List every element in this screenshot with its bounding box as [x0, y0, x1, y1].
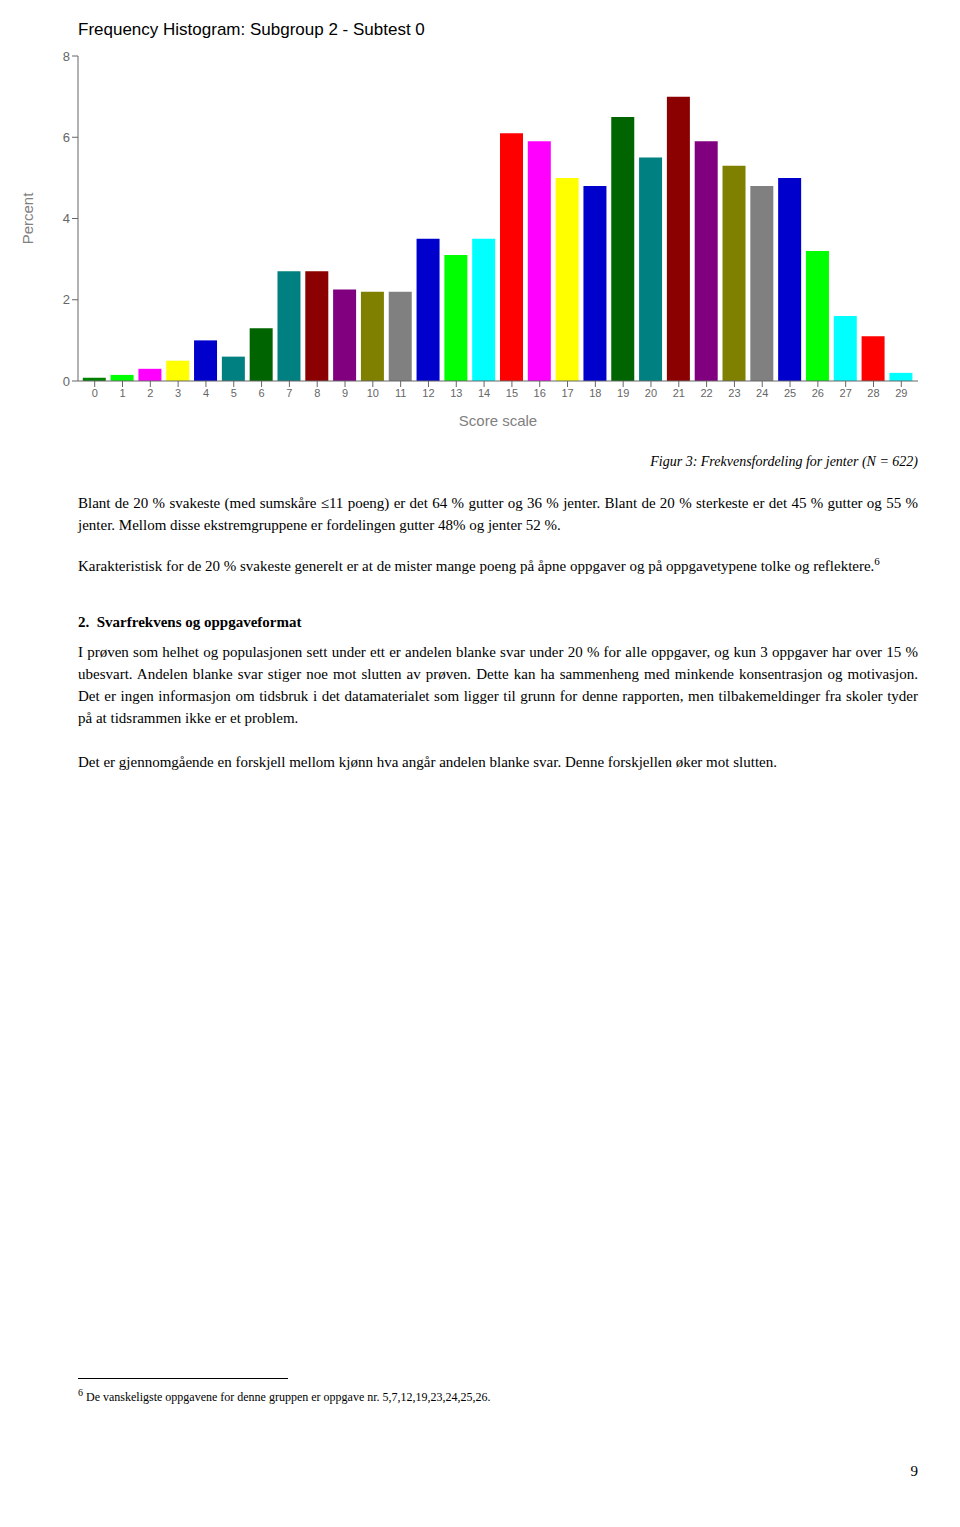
html-text:Figur 3: Frekvensfordeling for: Figur 3: Frekvensfordeling for jenter (N…: [650, 454, 918, 469]
svg-text:4: 4: [63, 211, 70, 226]
svg-text:14: 14: [478, 387, 490, 399]
svg-text:18: 18: [589, 387, 601, 399]
svg-text:28: 28: [867, 387, 879, 399]
svg-text:12: 12: [422, 387, 434, 399]
svg-text:21: 21: [673, 387, 685, 399]
svg-text:19: 19: [617, 387, 629, 399]
svg-text:5: 5: [231, 387, 237, 399]
svg-text:8: 8: [63, 49, 70, 64]
html-text:Frequency Histogram: Subgroup: Frequency Histogram: Subgroup 2 - Subtes…: [78, 20, 425, 39]
svg-text:11: 11: [395, 387, 406, 399]
svg-text:13: 13: [450, 387, 462, 399]
svg-text:0: 0: [92, 387, 98, 399]
html-text:Det er gjennomgående en forskj: Det er gjennomgående en forskjell mellom…: [78, 754, 777, 770]
svg-text:16: 16: [534, 387, 546, 399]
svg-text:Percent: Percent: [19, 192, 36, 245]
svg-text:20: 20: [645, 387, 657, 399]
svg-text:27: 27: [840, 387, 852, 399]
svg-text:0: 0: [63, 374, 70, 389]
svg-text:10: 10: [367, 387, 379, 399]
svg-text:25: 25: [784, 387, 796, 399]
svg-text:24: 24: [756, 387, 768, 399]
svg-text:22: 22: [700, 387, 712, 399]
html-text:2. Svarfrekvens og oppgaveform: 2. Svarfrekvens og oppgaveformat: [78, 614, 302, 630]
svg-text:8: 8: [314, 387, 320, 399]
svg-text:9: 9: [342, 387, 348, 399]
svg-text:15: 15: [506, 387, 518, 399]
svg-text:23: 23: [728, 387, 740, 399]
html-text:9: 9: [910, 1463, 918, 1479]
svg-text:29: 29: [895, 387, 907, 399]
svg-text:6: 6: [63, 130, 70, 145]
svg-text:26: 26: [812, 387, 824, 399]
svg-text:6: 6: [259, 387, 265, 399]
html-text:Blant de 20 % svakeste (med su: Blant de 20 % svakeste (med sumskåre ≤11…: [78, 495, 918, 533]
html-text:I prøven som helhet og populas: I prøven som helhet og populasjonen sett…: [78, 644, 918, 726]
svg-text:4: 4: [203, 387, 209, 399]
svg-text:2: 2: [63, 292, 70, 307]
svg-text:Score scale: Score scale: [459, 412, 537, 429]
svg-text:2: 2: [147, 387, 153, 399]
html-text:Karakteristisk for de 20 % sva: Karakteristisk for de 20 % svakeste gene…: [78, 555, 880, 574]
html-text:6 De vanskeligste oppgavene fo: 6 De vanskeligste oppgavene for denne gr…: [78, 1387, 491, 1404]
svg-text:7: 7: [286, 387, 292, 399]
svg-text:1: 1: [119, 387, 125, 399]
svg-text:3: 3: [175, 387, 181, 399]
svg-text:17: 17: [561, 387, 573, 399]
